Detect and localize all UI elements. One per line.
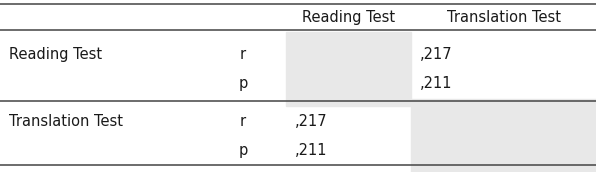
Text: p: p [238,76,247,91]
Text: ,217: ,217 [420,47,453,62]
Bar [286,32,411,106]
Text: Reading Test: Reading Test [9,47,102,62]
Text: r: r [240,47,246,62]
Text: p: p [238,143,247,158]
Text: ,211: ,211 [420,76,453,91]
Text: r: r [240,114,246,129]
Text: ,211: ,211 [295,143,328,158]
Bar [411,99,596,172]
Text: Reading Test: Reading Test [302,10,395,25]
Text: Translation Test: Translation Test [9,114,123,129]
Text: Translation Test: Translation Test [446,10,561,25]
Text: ,217: ,217 [295,114,328,129]
